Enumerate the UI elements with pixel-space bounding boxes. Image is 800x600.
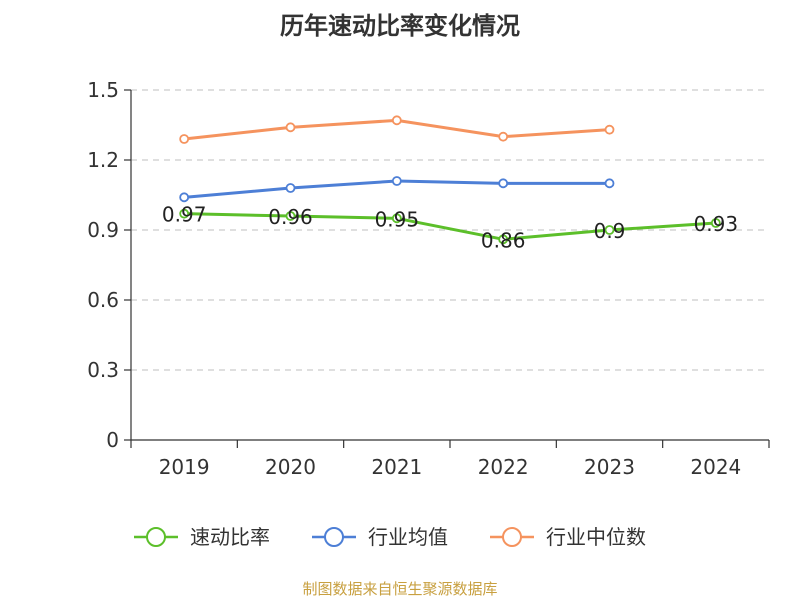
- data-label: 0.97: [162, 203, 207, 227]
- series-points: [179, 115, 721, 245]
- y-axis-ticks: 0 0.3 0.6 0.9 1.2 1.5: [87, 78, 131, 452]
- x-tick-label: 2020: [265, 455, 316, 479]
- y-tick-label: 1.5: [87, 78, 119, 102]
- data-labels: 0.97 0.96 0.95 0.86 0.9 0.93: [162, 203, 738, 253]
- data-point: [285, 183, 296, 193]
- series-lines: [184, 118, 716, 241]
- data-point: [604, 124, 615, 135]
- y-tick-label: 1.2: [87, 148, 119, 172]
- x-tick-label: 2019: [159, 455, 210, 479]
- legend-marker: [502, 527, 522, 547]
- x-axis-ticks: 2019 2020 2021 2022 2023 2024: [130, 440, 770, 479]
- data-label: 0.93: [694, 212, 739, 236]
- data-point: [179, 208, 190, 219]
- data-point: [710, 218, 721, 228]
- x-tick-label: 2021: [371, 455, 422, 479]
- data-point: [285, 211, 296, 221]
- data-label: 0.96: [268, 205, 313, 229]
- chart-title: 历年速动比率变化情况: [280, 12, 520, 40]
- x-tick-label: 2024: [690, 455, 741, 479]
- y-tick-label: 0.6: [87, 288, 119, 312]
- legend-label: 速动比率: [190, 525, 270, 549]
- data-point: [391, 176, 402, 186]
- data-point: [498, 178, 509, 189]
- legend: 速动比率 行业均值 行业中位数: [134, 525, 646, 549]
- data-point: [391, 213, 402, 224]
- source-note: 制图数据来自恒生聚源数据库: [302, 580, 497, 598]
- data-label: 0.86: [481, 228, 526, 252]
- data-point: [604, 178, 615, 189]
- x-tick-label: 2023: [584, 455, 635, 479]
- data-point: [391, 115, 402, 126]
- legend-marker: [324, 527, 344, 547]
- data-label: 0.9: [594, 219, 626, 243]
- x-tick-label: 2022: [478, 455, 529, 479]
- data-point: [179, 192, 190, 203]
- data-label: 0.95: [375, 207, 420, 231]
- data-point: [498, 234, 509, 245]
- legend-label: 行业中位数: [546, 525, 646, 549]
- data-point: [604, 225, 615, 235]
- y-tick-label: 0: [106, 428, 119, 452]
- series-line: [184, 212, 716, 241]
- legend-marker: [146, 527, 166, 547]
- data-point: [285, 122, 296, 133]
- y-tick-label: 0.9: [87, 218, 119, 242]
- data-point: [179, 134, 190, 144]
- axes: [130, 90, 769, 441]
- y-tick-label: 0.3: [87, 358, 119, 382]
- legend-label: 行业均值: [368, 525, 448, 549]
- data-point: [498, 131, 509, 142]
